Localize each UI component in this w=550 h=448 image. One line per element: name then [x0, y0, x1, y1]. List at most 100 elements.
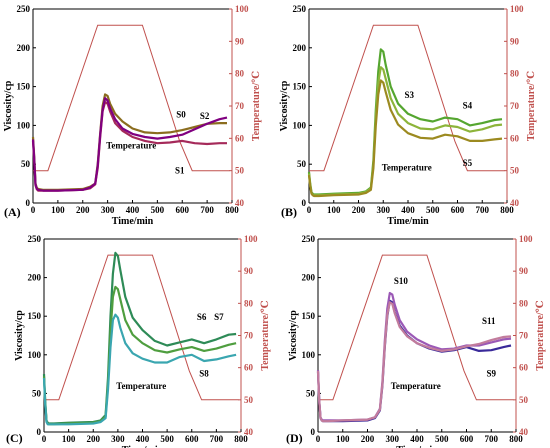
- y-right-tick-label: 70: [510, 101, 520, 111]
- panel-label: (D): [286, 431, 303, 445]
- x-tick-label: 0: [316, 434, 321, 444]
- y-tick-label: 50: [297, 159, 307, 169]
- y-tick-label: 0: [311, 427, 316, 437]
- y-axis-title: Viscosity/cp: [288, 310, 299, 361]
- x-tick-label: 700: [485, 434, 499, 444]
- y-tick-label: 250: [28, 234, 42, 244]
- temperature-line: [309, 24, 505, 172]
- annotation-label: S9: [486, 368, 496, 378]
- y-tick-label: 100: [302, 350, 316, 360]
- x-tick-label: 400: [136, 434, 150, 444]
- panel-label: (C): [6, 431, 23, 445]
- x-tick-label: 600: [185, 434, 199, 444]
- temperature-line: [44, 254, 239, 401]
- x-tick-label: 100: [51, 205, 65, 215]
- x-tick-label: 800: [500, 205, 514, 215]
- y-right-tick-label: 60: [244, 363, 254, 373]
- y-right-tick-label: 70: [244, 331, 254, 341]
- y-right-tick-label: 40: [519, 427, 529, 437]
- x-tick-label: 0: [42, 434, 47, 444]
- x-tick-label: 100: [336, 434, 350, 444]
- x-axis-title: Time/min: [112, 216, 154, 227]
- x-tick-label: 700: [200, 205, 214, 215]
- y-axis-title: Viscosity/cp: [14, 310, 25, 361]
- y-right-tick-label: 100: [244, 234, 258, 244]
- series-line-s7: [42, 285, 237, 426]
- y-right-tick-label: 80: [510, 69, 520, 79]
- x-tick-label: 600: [451, 205, 465, 215]
- y-right-tick-label: 100: [235, 4, 249, 14]
- y-axis-right-title: Temperature/℃: [526, 71, 537, 141]
- y-right-tick-label: 50: [244, 395, 254, 405]
- y-tick-label: 150: [28, 311, 42, 321]
- x-tick-label: 400: [410, 434, 424, 444]
- y-axis-right-title: Temperature/℃: [260, 300, 271, 370]
- y-right-tick-label: 80: [244, 298, 254, 308]
- x-tick-label: 500: [151, 205, 165, 215]
- annotation-label: S11: [482, 316, 496, 326]
- y-tick-label: 100: [28, 350, 42, 360]
- series-line-s8: [42, 313, 237, 426]
- y-tick-label: 0: [26, 198, 31, 208]
- panel-4: 0 50 100 150 200 250 40 50 60 70 80 90 100 0 100 200 300…: [286, 234, 546, 448]
- y-right-tick-label: 70: [519, 331, 529, 341]
- x-tick-label: 500: [435, 434, 449, 444]
- panel-label: (A): [4, 205, 21, 219]
- y-right-tick-label: 80: [519, 298, 529, 308]
- x-tick-label: 300: [111, 434, 125, 444]
- x-tick-label: 600: [176, 205, 190, 215]
- annotation-label: S8: [199, 368, 209, 378]
- annotation-label: S1: [175, 166, 185, 176]
- y-axis-right-title: Temperature/℃: [535, 300, 546, 370]
- x-tick-label: 100: [62, 434, 76, 444]
- x-tick-label: 100: [327, 205, 341, 215]
- y-right-tick-label: 50: [235, 166, 245, 176]
- x-tick-label: 200: [361, 434, 375, 444]
- x-axis-title: Time/min: [387, 216, 429, 227]
- annotation-label: Temperature: [391, 381, 441, 391]
- annotation-label: S3: [404, 90, 414, 100]
- x-tick-label: 700: [210, 434, 224, 444]
- annotation-label: Temperature: [382, 162, 432, 172]
- temperature-line: [33, 24, 230, 172]
- annotation-label: S4: [463, 100, 473, 110]
- x-tick-label: 300: [386, 434, 400, 444]
- y-tick-label: 50: [21, 159, 31, 169]
- y-tick-label: 200: [293, 43, 307, 53]
- x-tick-label: 300: [377, 205, 391, 215]
- y-right-tick-label: 100: [519, 234, 533, 244]
- x-tick-label: 400: [401, 205, 415, 215]
- panel-3: 0 50 100 150 200 250 40 50 60 70 80 90 100 0 100 200 300…: [6, 234, 271, 448]
- y-right-tick-label: 50: [519, 395, 529, 405]
- x-tick-label: 800: [509, 434, 523, 444]
- y-tick-label: 0: [37, 427, 42, 437]
- x-tick-label: 0: [307, 205, 312, 215]
- y-right-tick-label: 70: [235, 101, 245, 111]
- y-tick-label: 150: [293, 82, 307, 92]
- annotation-label: Temperature: [116, 381, 166, 391]
- annotation-label: S0: [176, 110, 186, 120]
- y-right-tick-label: 40: [510, 198, 520, 208]
- x-tick-label: 500: [160, 434, 174, 444]
- x-tick-label: 500: [426, 205, 440, 215]
- x-tick-label: 0: [31, 205, 36, 215]
- panel-1: 0 50 100 150 200 250 40 50 60 70 80 90 100 0 100 200 300…: [3, 4, 262, 227]
- y-right-tick-label: 90: [510, 36, 520, 46]
- x-tick-label: 800: [225, 205, 239, 215]
- y-right-tick-label: 60: [519, 363, 529, 373]
- y-right-tick-label: 90: [235, 36, 245, 46]
- y-tick-label: 150: [17, 82, 31, 92]
- series-line-s11: [316, 301, 512, 423]
- y-tick-label: 100: [293, 120, 307, 130]
- x-tick-label: 600: [460, 434, 474, 444]
- y-right-tick-label: 100: [510, 4, 524, 14]
- series-line-s5: [307, 79, 503, 198]
- y-right-tick-label: 60: [510, 133, 520, 143]
- y-right-tick-label: 50: [510, 166, 520, 176]
- x-axis-title: Time/min: [122, 445, 164, 448]
- x-tick-label: 300: [101, 205, 115, 215]
- y-tick-label: 200: [28, 273, 42, 283]
- y-axis-right-title: Temperature/℃: [251, 71, 262, 141]
- annotation-label: S6: [197, 312, 207, 322]
